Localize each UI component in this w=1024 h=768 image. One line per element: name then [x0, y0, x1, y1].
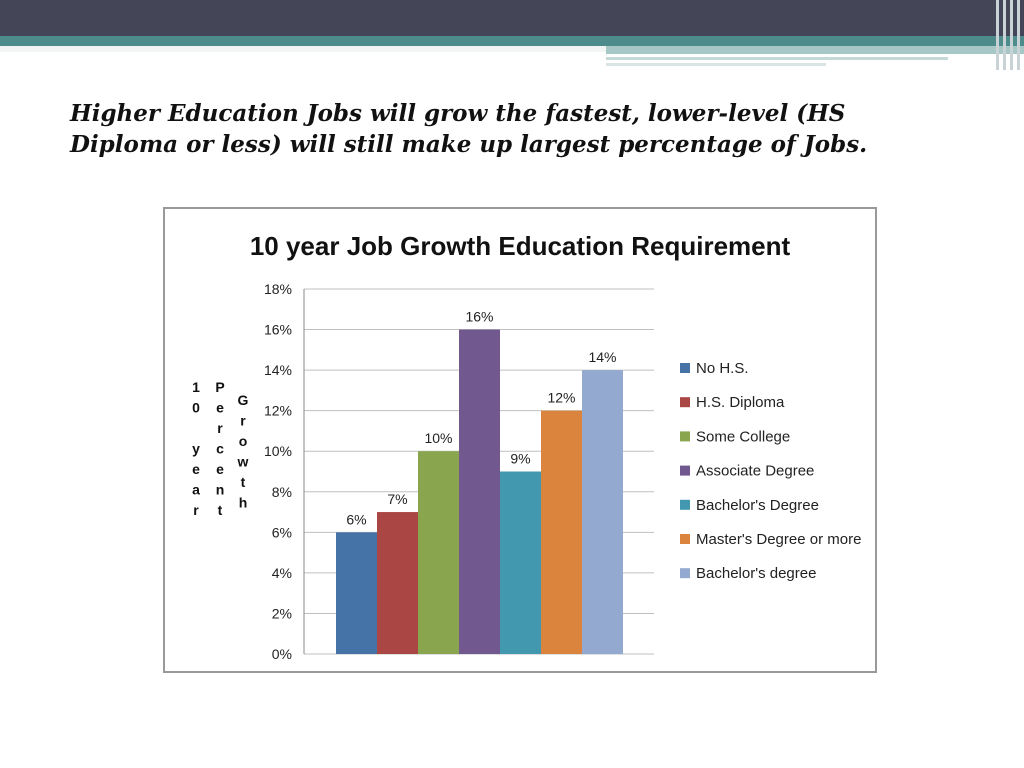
y-axis-label-char: 0 — [192, 400, 200, 416]
slide-accent-strip-light — [606, 46, 1024, 54]
legend-label: No H.S. — [696, 360, 749, 377]
y-axis-label-char: P — [215, 379, 224, 395]
legend-label: Some College — [696, 428, 790, 445]
y-tick-label: 8% — [272, 484, 292, 500]
legend-swatch — [680, 363, 690, 373]
slide-headline: Higher Education Jobs will grow the fast… — [70, 100, 868, 158]
legend-label: H.S. Diploma — [696, 394, 785, 411]
bar-h-s-diploma — [377, 512, 418, 654]
data-label: 7% — [387, 491, 407, 507]
y-axis-label-char: 1 — [192, 379, 200, 395]
y-tick-label: 4% — [272, 565, 292, 581]
chart-title: 10 year Job Growth Education Requirement — [250, 231, 791, 261]
bar-bachelor-s-degree — [582, 370, 623, 654]
legend-swatch — [680, 397, 690, 408]
data-label: 16% — [465, 309, 493, 325]
data-label: 12% — [547, 390, 575, 406]
legend-swatch — [680, 499, 690, 510]
bar-chart: 10 year Job Growth Education Requirement… — [192, 231, 861, 662]
legend-label: Bachelor's Degree — [696, 497, 819, 514]
slide-decor-line — [1010, 0, 1013, 70]
y-axis-label-char: o — [239, 433, 248, 449]
slide-accent-band — [0, 36, 1024, 46]
slide-accent-strip — [0, 46, 606, 52]
y-axis-label-char: e — [216, 461, 224, 477]
data-label: 14% — [588, 349, 616, 365]
y-axis-label-char: r — [193, 502, 199, 518]
y-axis-label-char: t — [241, 474, 246, 490]
y-axis-label-char: n — [216, 482, 225, 498]
y-axis-label-char: y — [192, 441, 200, 457]
legend-swatch — [680, 534, 690, 544]
y-tick-label: 2% — [272, 605, 292, 621]
legend-swatch — [680, 431, 690, 442]
y-axis-label-char: r — [240, 413, 246, 429]
y-axis-label-char: h — [239, 495, 248, 511]
slide-decor-line — [996, 0, 999, 70]
y-axis-label-char: t — [218, 502, 223, 518]
bar-no-h-s- — [336, 532, 377, 654]
y-tick-label: 0% — [272, 646, 292, 662]
y-tick-label: 16% — [264, 322, 292, 338]
y-axis-label-char: w — [237, 454, 249, 470]
y-axis-label-char: e — [216, 400, 224, 416]
chart-frame: 10 year Job Growth Education Requirement… — [163, 207, 877, 673]
legend-swatch — [680, 465, 690, 476]
slide-accent-line — [606, 63, 826, 66]
data-label: 10% — [424, 430, 452, 446]
data-label: 9% — [510, 451, 530, 467]
data-label: 6% — [346, 511, 366, 527]
y-axis-label-char: c — [216, 441, 224, 457]
y-axis-label-char: G — [238, 392, 249, 408]
legend-label: Associate Degree — [696, 463, 814, 480]
bar-some-college — [418, 451, 459, 654]
y-axis-label-char: r — [217, 420, 223, 436]
slide-decor-line — [1003, 0, 1006, 70]
y-tick-label: 12% — [264, 403, 292, 419]
legend-label: Master's Degree or more — [696, 531, 861, 548]
legend-label: Bachelor's degree — [696, 565, 816, 582]
y-axis-label-char: e — [192, 461, 200, 477]
bar-bachelor-s-degree — [500, 471, 541, 654]
slide-header-bar — [0, 0, 1024, 36]
slide-decor-line — [1017, 0, 1020, 70]
y-tick-label: 10% — [264, 443, 292, 459]
y-tick-label: 14% — [264, 362, 292, 378]
slide-accent-line — [606, 57, 948, 60]
bar-associate-degree — [459, 329, 500, 654]
y-axis-label-char: a — [192, 482, 200, 498]
legend-swatch — [680, 568, 690, 579]
bar-master-s-degree-or-more — [541, 410, 582, 654]
y-tick-label: 18% — [264, 281, 292, 297]
y-tick-label: 6% — [272, 524, 292, 540]
